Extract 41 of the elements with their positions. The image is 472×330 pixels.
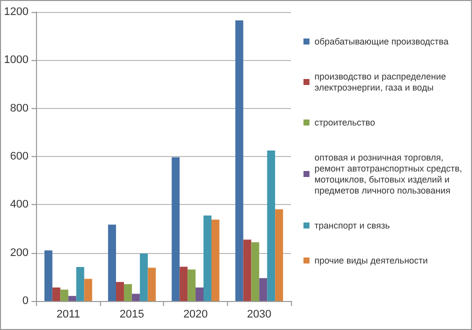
bar — [132, 294, 140, 301]
bar — [251, 242, 260, 301]
bar — [196, 288, 204, 301]
x-tick-label: 2015 — [120, 308, 144, 320]
bar — [44, 250, 52, 301]
bar — [124, 284, 132, 301]
legend-label: транспорт и связь — [314, 220, 390, 230]
bar — [204, 216, 212, 301]
legend-label: прочие виды деятельности — [314, 256, 428, 266]
y-tick-label: 1000 — [4, 54, 28, 66]
bar — [84, 278, 92, 301]
x-tick-label: 2020 — [183, 308, 208, 320]
bar — [211, 220, 220, 301]
bar — [140, 254, 148, 301]
legend-label: строительство — [314, 118, 376, 128]
y-tick-label: 600 — [10, 150, 28, 162]
bar — [68, 296, 76, 301]
bar — [243, 240, 252, 301]
bar — [259, 278, 268, 301]
bar — [116, 282, 124, 301]
bar — [148, 268, 156, 301]
y-tick-label: 200 — [10, 246, 28, 259]
bar — [235, 20, 244, 301]
bar — [275, 209, 284, 301]
y-tick-label: 400 — [10, 198, 28, 211]
bar — [76, 267, 84, 301]
legend-label: оптовая и розничная торговля, ремонт автотранспортных средств, мотоциклов, бытовых изделий и предметов личного пользования — [314, 152, 462, 196]
y-tick-label: 800 — [10, 102, 28, 114]
bar — [267, 150, 276, 301]
bar — [60, 290, 68, 301]
bar — [52, 288, 60, 301]
y-tick-label: 0 — [22, 295, 28, 307]
legend-label: обрабатывающие производства — [314, 36, 448, 46]
x-tick-label: 2011 — [56, 308, 80, 320]
bar — [180, 266, 188, 301]
y-tick-label: 1200 — [4, 6, 28, 18]
bar — [108, 224, 116, 301]
bar — [188, 269, 196, 301]
bar — [172, 157, 180, 301]
x-tick-label: 2030 — [246, 308, 272, 320]
legend-label: производство и распределение электроэнергии, газа и воды — [314, 72, 446, 92]
